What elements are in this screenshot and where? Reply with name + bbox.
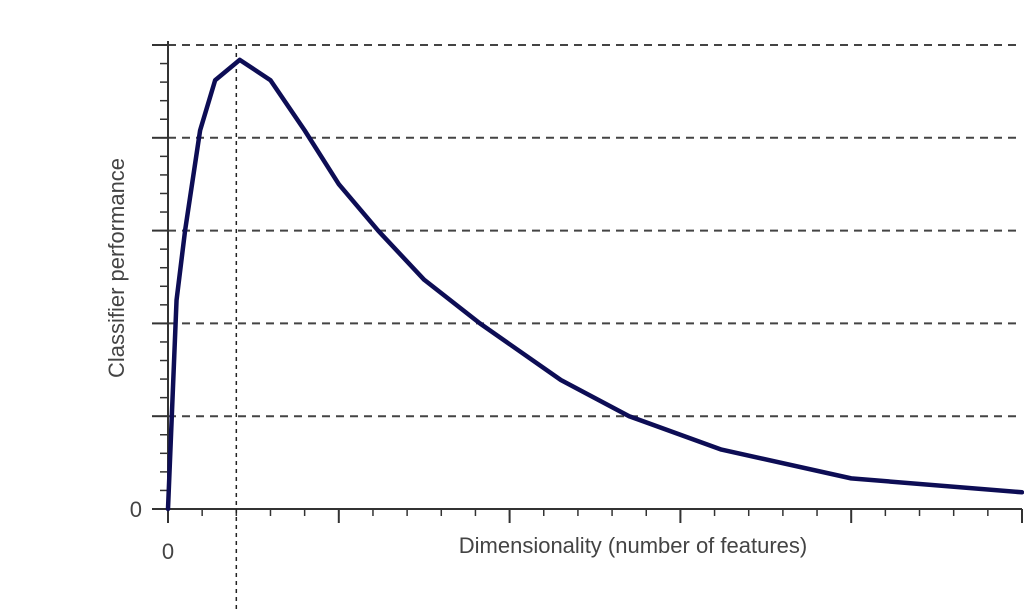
- line-series: [165, 57, 1024, 512]
- x-axis-label: Dimensionality (number of features): [459, 533, 807, 558]
- y-axis-label: Classifier performance: [104, 158, 129, 378]
- x-tick-label: 0: [162, 539, 174, 564]
- y-tick-label: 0: [130, 497, 142, 522]
